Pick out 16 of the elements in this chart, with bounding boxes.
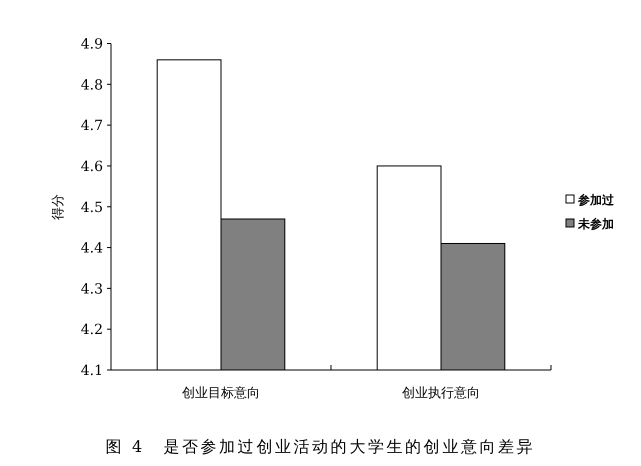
legend-label: 未参加 [577,217,614,231]
y-tick-label: 4.6 [80,158,104,175]
plot: 4.1 4.2 4.3 4.4 4.5 4.6 4.7 4.8 4.9 创业目标意向 创业执行意向 [80,36,552,401]
legend-label: 参加过 [577,193,615,207]
y-tick-label: 4.3 [80,281,103,298]
y-tick-label: 4.5 [80,200,103,216]
y-tick-label: 4.8 [80,77,103,94]
y-tick-label: 4.2 [80,322,103,338]
y-axis-title: 得分 [51,194,66,220]
text: 图 4 是否参加过创业活动的大学生的创业意向差异 [106,437,536,456]
y-tick-label: 4.1 [80,363,103,379]
x-tick-label: 创业目标意向 [182,386,260,401]
y-tick-label: 4.7 [80,118,103,134]
y-tick-label: 4.4 [80,240,104,257]
x-tick-label: 创业执行意向 [402,386,480,401]
y-tick-label: 4.9 [80,36,103,52]
